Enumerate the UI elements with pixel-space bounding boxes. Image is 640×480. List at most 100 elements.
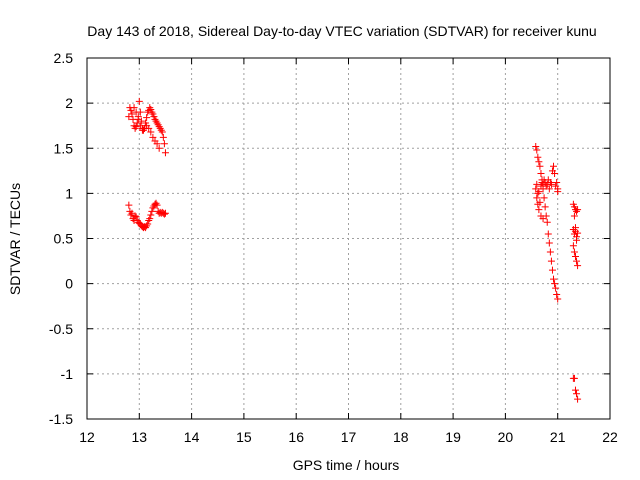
data-point <box>137 117 145 125</box>
data-point <box>539 215 547 223</box>
y-axis: -1.5 -1 -0.5 0 0.5 1 1.5 2 2.5 <box>49 50 610 427</box>
data-point <box>155 144 163 152</box>
data-point <box>574 395 582 403</box>
data-point <box>570 374 578 382</box>
data-point <box>533 146 541 154</box>
data-point <box>144 220 152 228</box>
data-point <box>161 149 169 157</box>
grid <box>87 58 610 419</box>
data-point <box>147 128 155 136</box>
y-tick-label: 0 <box>65 276 73 292</box>
data-point <box>153 140 161 148</box>
data-point <box>158 128 166 136</box>
y-tick-label: 2 <box>65 95 73 111</box>
data-points <box>125 97 582 403</box>
data-point <box>132 213 140 221</box>
data-point <box>146 104 154 112</box>
data-point <box>128 110 136 118</box>
data-point <box>573 390 581 398</box>
x-axis-label: GPS time / hours <box>293 457 400 473</box>
data-point <box>146 215 154 223</box>
data-point <box>540 194 548 202</box>
data-point <box>534 153 542 161</box>
data-point <box>541 203 549 211</box>
data-point <box>547 180 555 188</box>
data-point <box>143 222 151 230</box>
data-point <box>145 216 153 224</box>
data-point <box>143 114 151 122</box>
x-tick-label: 15 <box>236 429 252 445</box>
data-point <box>547 257 555 265</box>
data-point <box>160 210 168 218</box>
x-tick-label: 12 <box>79 429 95 445</box>
data-point <box>132 108 140 116</box>
data-point <box>536 198 544 206</box>
data-point <box>533 194 541 202</box>
data-point <box>152 199 160 207</box>
data-point <box>571 253 579 261</box>
data-point <box>554 185 562 193</box>
chart-title: Day 143 of 2018, Sidereal Day-to-day VTE… <box>87 23 596 39</box>
data-point <box>534 189 542 197</box>
data-point <box>544 230 552 238</box>
x-tick-label: 17 <box>341 429 357 445</box>
data-point <box>573 207 581 215</box>
data-point <box>551 170 559 178</box>
data-point <box>535 206 543 214</box>
data-point <box>130 104 138 112</box>
data-point <box>553 179 561 187</box>
data-point <box>154 121 162 129</box>
y-tick-label: 1.5 <box>54 140 74 156</box>
data-point <box>574 229 582 237</box>
data-point <box>550 275 558 283</box>
data-point <box>153 201 161 209</box>
data-point <box>571 386 579 394</box>
x-tick-label: 13 <box>132 429 148 445</box>
data-point <box>570 212 578 220</box>
y-tick-label: 2.5 <box>54 50 74 66</box>
y-tick-label: -0.5 <box>49 321 73 337</box>
data-point <box>147 211 155 219</box>
x-axis: 12 13 14 15 16 17 18 19 20 21 22 <box>79 58 618 445</box>
data-point <box>532 142 540 150</box>
data-point <box>545 239 553 247</box>
data-point <box>573 236 581 244</box>
data-point <box>552 284 560 292</box>
data-point <box>134 115 142 123</box>
data-point <box>157 126 165 134</box>
data-point <box>135 97 143 105</box>
data-point <box>149 204 157 212</box>
data-point <box>574 206 582 214</box>
data-point <box>571 224 579 232</box>
data-point <box>569 242 577 250</box>
data-point <box>551 280 559 288</box>
data-point <box>546 179 554 187</box>
data-point <box>546 248 554 256</box>
data-point <box>131 212 139 220</box>
data-point <box>550 162 558 170</box>
data-point <box>160 140 168 148</box>
data-point <box>545 185 553 193</box>
x-tick-label: 14 <box>184 429 200 445</box>
data-point <box>570 248 578 256</box>
data-point <box>149 133 157 141</box>
data-point <box>573 257 581 265</box>
y-tick-label: 1 <box>65 185 73 201</box>
data-point <box>543 218 551 226</box>
y-tick-label: -1 <box>61 366 74 382</box>
data-point <box>153 119 161 127</box>
x-tick-label: 20 <box>498 429 514 445</box>
data-point <box>535 188 543 196</box>
data-point <box>535 158 543 166</box>
data-point <box>152 117 160 125</box>
x-tick-label: 22 <box>602 429 618 445</box>
data-point <box>548 266 556 274</box>
data-point <box>131 124 139 132</box>
data-point <box>533 180 541 188</box>
y-tick-label: -1.5 <box>49 411 73 427</box>
data-point <box>151 115 159 123</box>
x-tick-label: 21 <box>550 429 566 445</box>
data-point <box>159 133 167 141</box>
data-point <box>142 224 150 232</box>
